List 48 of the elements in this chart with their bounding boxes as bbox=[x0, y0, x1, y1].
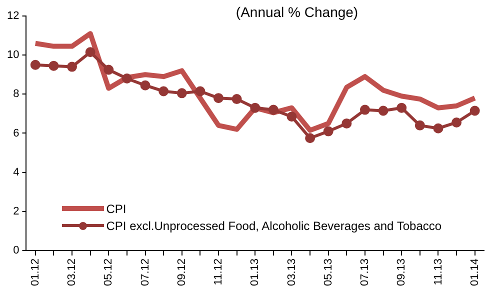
x-tick-label: 05.13 bbox=[322, 258, 334, 286]
x-tick-label: 03.12 bbox=[66, 258, 78, 286]
x-tick-label: 01.12 bbox=[29, 258, 42, 286]
point bbox=[48, 60, 59, 71]
x-tick-label: 07.12 bbox=[139, 258, 152, 286]
point bbox=[176, 88, 187, 98]
y-tick-label: 6 bbox=[13, 127, 20, 140]
point bbox=[268, 104, 278, 115]
point bbox=[67, 62, 78, 72]
x-tick-label: 07.13 bbox=[359, 258, 372, 286]
y-tick-label: 2 bbox=[13, 205, 20, 218]
point bbox=[342, 118, 352, 128]
point bbox=[286, 112, 297, 122]
point bbox=[213, 93, 224, 104]
x-tick-label: 11.13 bbox=[432, 258, 444, 286]
point bbox=[104, 64, 114, 75]
point bbox=[250, 102, 260, 113]
point bbox=[195, 86, 206, 96]
x-tick-label: 11.12 bbox=[212, 258, 225, 286]
x-tick-label: 01.14 bbox=[468, 258, 481, 286]
point bbox=[396, 102, 407, 113]
legend-label: CPI excl.Unprocessed Food, Alcoholic Beverages and Tobacco bbox=[106, 218, 442, 233]
point bbox=[122, 74, 132, 84]
point bbox=[158, 86, 169, 96]
point bbox=[414, 120, 425, 130]
point bbox=[232, 94, 242, 104]
point bbox=[305, 133, 316, 144]
y-tick-label: 8 bbox=[13, 88, 20, 100]
x-tick-label: 05.12 bbox=[102, 258, 115, 286]
y-tick-label: 12 bbox=[6, 10, 20, 22]
point bbox=[452, 117, 462, 128]
x-tick-label: 09.12 bbox=[176, 258, 188, 286]
point bbox=[470, 106, 480, 116]
x-tick-label: 09.13 bbox=[396, 258, 408, 286]
y-tick-label: 0 bbox=[13, 244, 20, 257]
point bbox=[85, 47, 96, 58]
x-tick-label: 03.13 bbox=[286, 258, 298, 286]
point bbox=[433, 123, 444, 134]
y-tick-label: 4 bbox=[13, 166, 20, 178]
y-tick-label: 10 bbox=[6, 49, 20, 62]
point bbox=[360, 104, 370, 115]
point bbox=[378, 106, 388, 116]
point bbox=[30, 60, 40, 70]
point bbox=[323, 126, 334, 136]
point bbox=[140, 80, 150, 90]
legend-label: CPI bbox=[106, 202, 126, 216]
chart-title: (Annual % Change) bbox=[236, 4, 358, 20]
x-tick-label: 01.13 bbox=[249, 258, 262, 286]
